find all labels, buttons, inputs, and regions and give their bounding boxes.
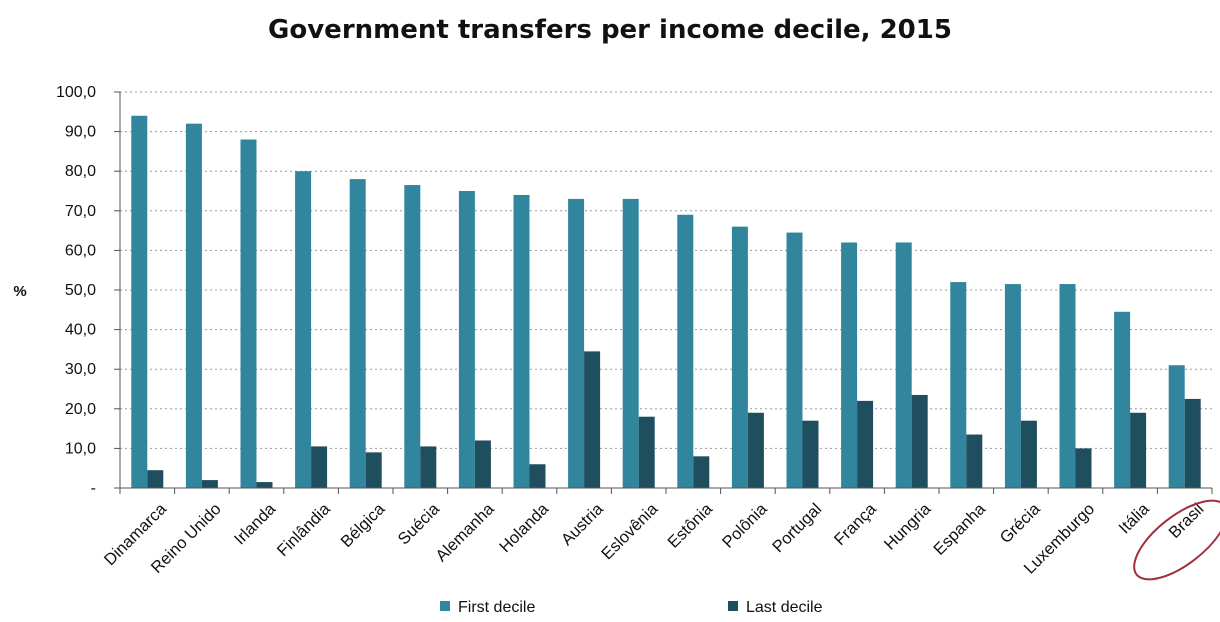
- highlight-ellipse: [1133, 499, 1220, 581]
- bar-last-decile: [256, 482, 273, 488]
- gridlines: [114, 91, 1212, 489]
- bar-first-decile: [404, 185, 421, 488]
- category-label: Alemanha: [432, 499, 498, 565]
- bar-last-decile: [802, 420, 819, 488]
- bar-first-decile: [786, 232, 803, 488]
- bar-first-decile: [349, 179, 366, 488]
- category-label: Suécia: [395, 499, 444, 548]
- highlight: [1133, 499, 1220, 581]
- bar-last-decile: [638, 416, 655, 488]
- bar-first-decile: [841, 242, 858, 488]
- y-tick-label: 90,0: [65, 124, 96, 141]
- category-label: Espanha: [930, 499, 989, 558]
- legend: First decile Last decile: [440, 599, 823, 616]
- category-label: Holanda: [496, 499, 553, 556]
- bar-first-decile: [1114, 311, 1131, 488]
- legend-label: Last decile: [746, 599, 823, 616]
- category-label: Austria: [558, 499, 608, 549]
- y-tick-label: 10,0: [65, 440, 96, 457]
- bar-last-decile: [747, 412, 764, 488]
- y-tick-label: 50,0: [65, 282, 96, 299]
- category-label: Itália: [1115, 499, 1153, 537]
- category-label: Grécia: [997, 499, 1045, 547]
- category-label: Estônia: [664, 499, 716, 551]
- category-label: Eslovênia: [598, 499, 662, 563]
- legend-label: First decile: [458, 599, 535, 616]
- bars: [131, 115, 1201, 489]
- y-tick-label: 70,0: [65, 203, 96, 220]
- bar-last-decile: [147, 470, 164, 488]
- category-label: Portugal: [769, 500, 825, 556]
- bar-first-decile: [622, 198, 639, 489]
- bar-first-decile: [895, 242, 912, 488]
- category-label: Bélgica: [337, 499, 389, 551]
- bar-last-decile: [474, 440, 491, 488]
- category-label: Finlândia: [274, 499, 335, 560]
- bar-first-decile: [1168, 365, 1185, 488]
- bar-last-decile: [1075, 448, 1092, 488]
- bar-last-decile: [911, 394, 928, 488]
- bar-last-decile: [966, 434, 983, 488]
- bar-first-decile: [1004, 284, 1021, 488]
- category-label: Brasil: [1166, 500, 1208, 542]
- bar-first-decile: [677, 214, 694, 488]
- bar-first-decile: [185, 123, 202, 489]
- category-label: Polônia: [719, 499, 771, 551]
- bar-first-decile: [513, 194, 530, 488]
- y-tick-label: 60,0: [65, 242, 96, 259]
- y-tick-label: 100,0: [56, 84, 96, 101]
- bar-first-decile: [568, 198, 585, 489]
- category-label: Hungria: [881, 499, 935, 553]
- y-tick-label: 20,0: [65, 401, 96, 418]
- bar-first-decile: [1059, 284, 1076, 488]
- bar-last-decile: [311, 446, 328, 488]
- bar-last-decile: [693, 456, 710, 488]
- y-tick-label: 40,0: [65, 322, 96, 339]
- bar-first-decile: [458, 191, 475, 488]
- bar-last-decile: [365, 452, 382, 488]
- legend-swatch: [728, 601, 738, 611]
- bar-first-decile: [131, 115, 148, 488]
- bar-first-decile: [240, 139, 257, 488]
- axes: [119, 92, 1213, 494]
- bar-last-decile: [1184, 398, 1201, 488]
- bar-last-decile: [201, 480, 218, 488]
- bar-first-decile: [295, 171, 312, 488]
- legend-swatch: [440, 601, 450, 611]
- y-tick-labels: - 10,0 20,0 30,0 40,0 50,0 60,0 70,0 80,0 90,0 100…: [56, 84, 96, 497]
- bar-first-decile: [950, 282, 967, 488]
- category-label: Irlanda: [231, 499, 280, 548]
- y-axis-label: %: [13, 283, 26, 300]
- bar-last-decile: [420, 446, 437, 488]
- bar-last-decile: [1130, 412, 1147, 488]
- bar-last-decile: [857, 400, 874, 488]
- y-tick-label: -: [91, 480, 96, 497]
- chart-title: Government transfers per income decile, …: [268, 15, 952, 45]
- bar-first-decile: [731, 226, 748, 488]
- category-label: França: [831, 499, 881, 549]
- bar-last-decile: [529, 464, 546, 488]
- y-tick-label: 80,0: [65, 163, 96, 180]
- bar-last-decile: [584, 351, 601, 488]
- y-tick-label: 30,0: [65, 361, 96, 378]
- bar-last-decile: [1020, 420, 1037, 488]
